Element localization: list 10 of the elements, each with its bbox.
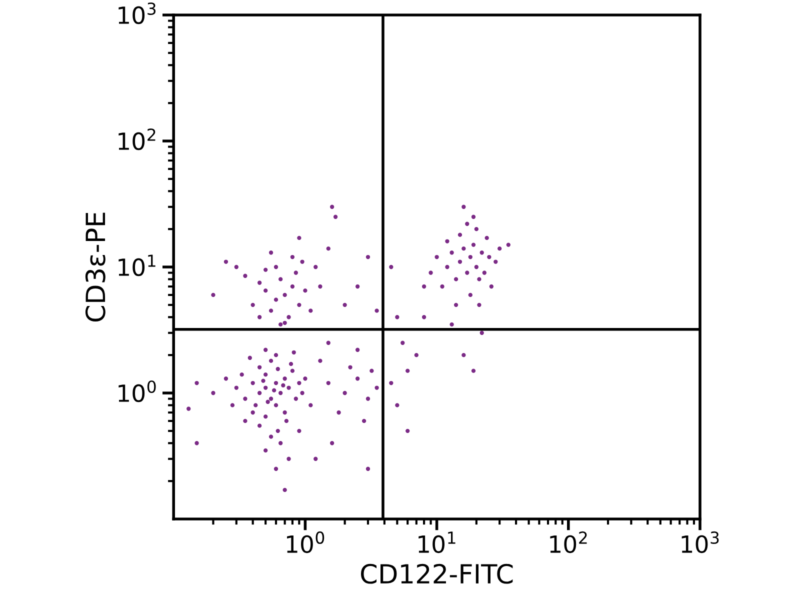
x-axis-title: CD122-FITC <box>360 564 513 584</box>
x-tick-label: 10$^{0}$ <box>287 531 324 554</box>
x-tick-label: 10$^{1}$ <box>418 532 456 554</box>
y-axis-title: CD3ε-PE <box>85 212 106 322</box>
y-tick-label: 10$^{1}$ <box>118 254 156 276</box>
x-tick-label: 10$^{3}$ <box>682 531 719 554</box>
y-tick-label: 10$^{2}$ <box>118 128 156 150</box>
y-tick-label: 10$^{3}$ <box>118 2 156 24</box>
y-tick-label: 10$^{0}$ <box>118 380 156 402</box>
x-tick-label: 10$^{2}$ <box>550 531 587 554</box>
